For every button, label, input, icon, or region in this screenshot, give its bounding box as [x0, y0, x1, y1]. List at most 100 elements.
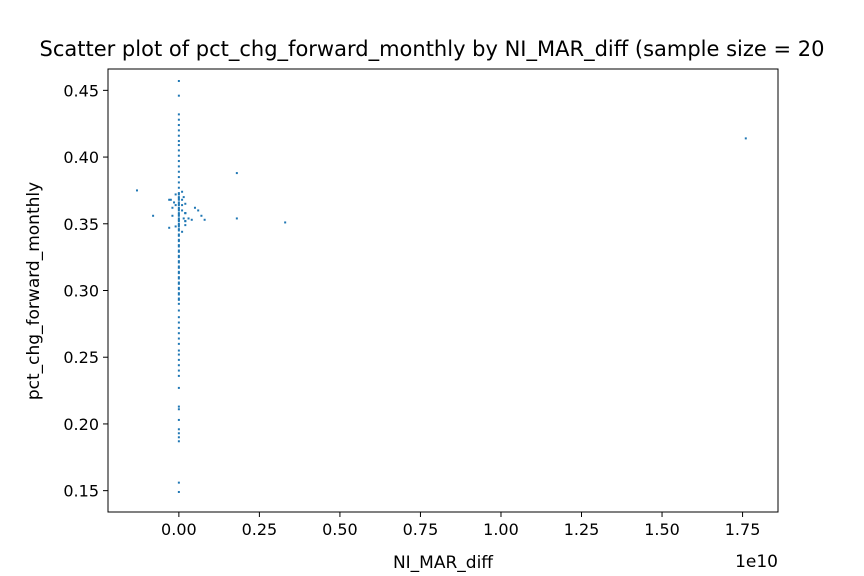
data-point — [177, 353, 180, 356]
data-point — [177, 270, 180, 273]
data-point — [181, 204, 184, 207]
data-point — [177, 272, 180, 275]
data-point — [181, 209, 184, 212]
data-point — [177, 250, 180, 253]
data-point — [177, 260, 180, 263]
x-tick-label: 0.00 — [161, 520, 197, 539]
data-point — [177, 176, 180, 179]
data-point — [177, 332, 180, 335]
data-point — [177, 206, 180, 209]
data-point — [177, 134, 180, 137]
chart-title: Scatter plot of pct_chg_forward_monthly … — [39, 37, 824, 62]
data-point — [177, 490, 180, 493]
data-point — [169, 198, 172, 201]
data-point — [177, 238, 180, 241]
data-point — [177, 321, 180, 324]
data-point — [177, 428, 180, 431]
data-point — [177, 193, 180, 196]
data-point — [177, 481, 180, 484]
data-point — [177, 292, 180, 295]
data-point — [177, 225, 180, 228]
data-point — [203, 218, 206, 221]
data-point — [200, 214, 203, 217]
data-point — [177, 405, 180, 408]
data-point — [177, 297, 180, 300]
data-point — [177, 217, 180, 220]
y-tick-label: 0.25 — [63, 348, 99, 367]
data-point — [177, 418, 180, 421]
y-tick-label: 0.40 — [63, 148, 99, 167]
data-point — [177, 213, 180, 216]
x-tick-label: 1.25 — [564, 520, 600, 539]
data-point — [177, 129, 180, 132]
data-point — [181, 190, 184, 193]
data-point — [187, 217, 190, 220]
data-point — [135, 189, 138, 192]
plot-area-frame — [107, 68, 779, 513]
data-point — [177, 218, 180, 221]
data-point — [181, 198, 184, 201]
data-point — [177, 277, 180, 280]
data-point — [177, 276, 180, 279]
data-point — [177, 165, 180, 168]
data-point — [235, 217, 238, 220]
data-point — [181, 230, 184, 233]
data-point — [177, 113, 180, 116]
data-point — [177, 432, 180, 435]
data-point — [177, 342, 180, 345]
data-point — [177, 286, 180, 289]
y-tick-label: 0.35 — [63, 215, 99, 234]
data-point — [174, 193, 177, 196]
data-point — [184, 212, 187, 215]
x-tick-label: 0.75 — [403, 520, 439, 539]
data-point — [177, 220, 180, 223]
data-point — [284, 221, 287, 224]
data-point — [177, 256, 180, 259]
data-point — [174, 225, 177, 228]
data-point — [177, 369, 180, 372]
x-tick-label: 1.75 — [725, 520, 761, 539]
data-point — [177, 266, 180, 269]
data-point — [177, 244, 180, 247]
data-point — [174, 204, 177, 207]
data-point — [152, 214, 155, 217]
y-tick-label: 0.45 — [63, 81, 99, 100]
x-tick-label: 0.25 — [242, 520, 278, 539]
data-point — [177, 302, 180, 305]
data-point — [177, 282, 180, 285]
data-point — [177, 202, 180, 205]
y-tick-label: 0.20 — [63, 415, 99, 434]
data-point — [177, 197, 180, 200]
data-point — [177, 265, 180, 268]
data-point — [177, 298, 180, 301]
data-point — [177, 309, 180, 312]
data-point — [177, 198, 180, 201]
data-point — [177, 293, 180, 296]
data-point — [168, 226, 171, 229]
data-point — [177, 154, 180, 157]
data-point — [177, 140, 180, 143]
data-point — [177, 160, 180, 163]
data-point — [177, 214, 180, 217]
y-axis-ticks: 0.15 0.20 0.25 0.30 0.35 0.40 0.45 — [63, 81, 108, 501]
x-tick-label: 1.50 — [644, 520, 680, 539]
data-point — [177, 170, 180, 173]
data-point — [184, 202, 187, 205]
data-point — [177, 281, 180, 284]
data-point — [177, 349, 180, 352]
data-point — [177, 149, 180, 152]
data-point — [177, 201, 180, 204]
data-point — [171, 214, 174, 217]
x-axis-label: NI_MAR_diff — [393, 553, 494, 573]
data-point — [168, 198, 171, 201]
data-point — [177, 186, 180, 189]
data-point — [177, 364, 180, 367]
y-tick-label: 0.15 — [63, 482, 99, 501]
data-point — [177, 374, 180, 377]
data-point — [171, 206, 174, 209]
data-point — [177, 408, 180, 411]
data-point — [177, 326, 180, 329]
data-point — [177, 436, 180, 439]
y-tick-label: 0.30 — [63, 282, 99, 301]
